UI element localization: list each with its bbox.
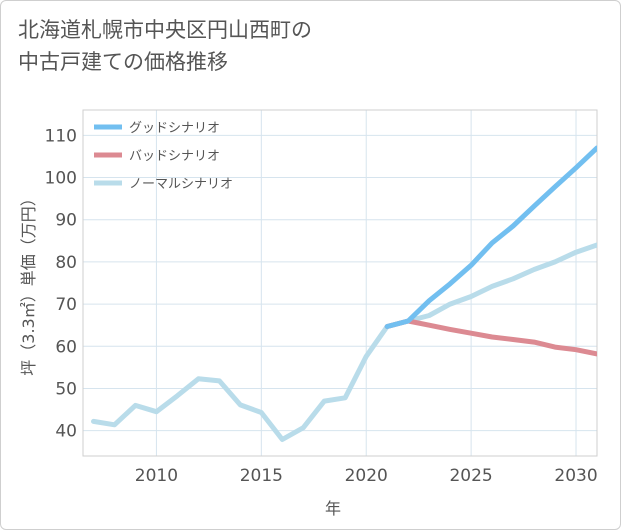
y-tick-label: 50 — [55, 379, 77, 399]
legend-label: ノーマルシナリオ — [129, 177, 233, 192]
x-tick-label: 2010 — [135, 466, 178, 486]
y-tick-label: 90 — [55, 211, 77, 231]
legend-label: グッドシナリオ — [129, 121, 220, 136]
y-axis-label: 坪（3.3㎡）単価（万円） — [19, 190, 38, 375]
x-tick-labels: 2010 2015 2020 2025 2030 — [135, 466, 598, 486]
y-tick-label: 80 — [55, 253, 77, 273]
legend-label: バッドシナリオ — [129, 149, 220, 164]
x-tick-label: 2015 — [240, 466, 283, 486]
y-tick-label: 110 — [45, 126, 77, 146]
series-lines — [91, 145, 597, 442]
grid — [83, 110, 597, 456]
y-tick-labels: 40 50 60 70 80 90 100 110 — [45, 126, 77, 441]
x-axis-label: 年 — [325, 499, 341, 518]
x-tick-label: 2025 — [449, 466, 492, 486]
y-tick-label: 60 — [55, 337, 77, 357]
x-tick-label: 2020 — [345, 466, 388, 486]
y-tick-label: 40 — [55, 422, 77, 442]
series-line-1 — [384, 145, 597, 329]
plot-area-border — [82, 109, 598, 457]
x-tick-label: 2030 — [554, 466, 597, 486]
chart-title: 北海道札幌市中央区円山西町の 中古戸建ての価格推移 — [18, 18, 312, 74]
series-line-3 — [91, 242, 597, 442]
y-tick-label: 70 — [55, 295, 77, 315]
series-line-2 — [384, 318, 597, 357]
y-tick-label: 100 — [45, 169, 77, 189]
